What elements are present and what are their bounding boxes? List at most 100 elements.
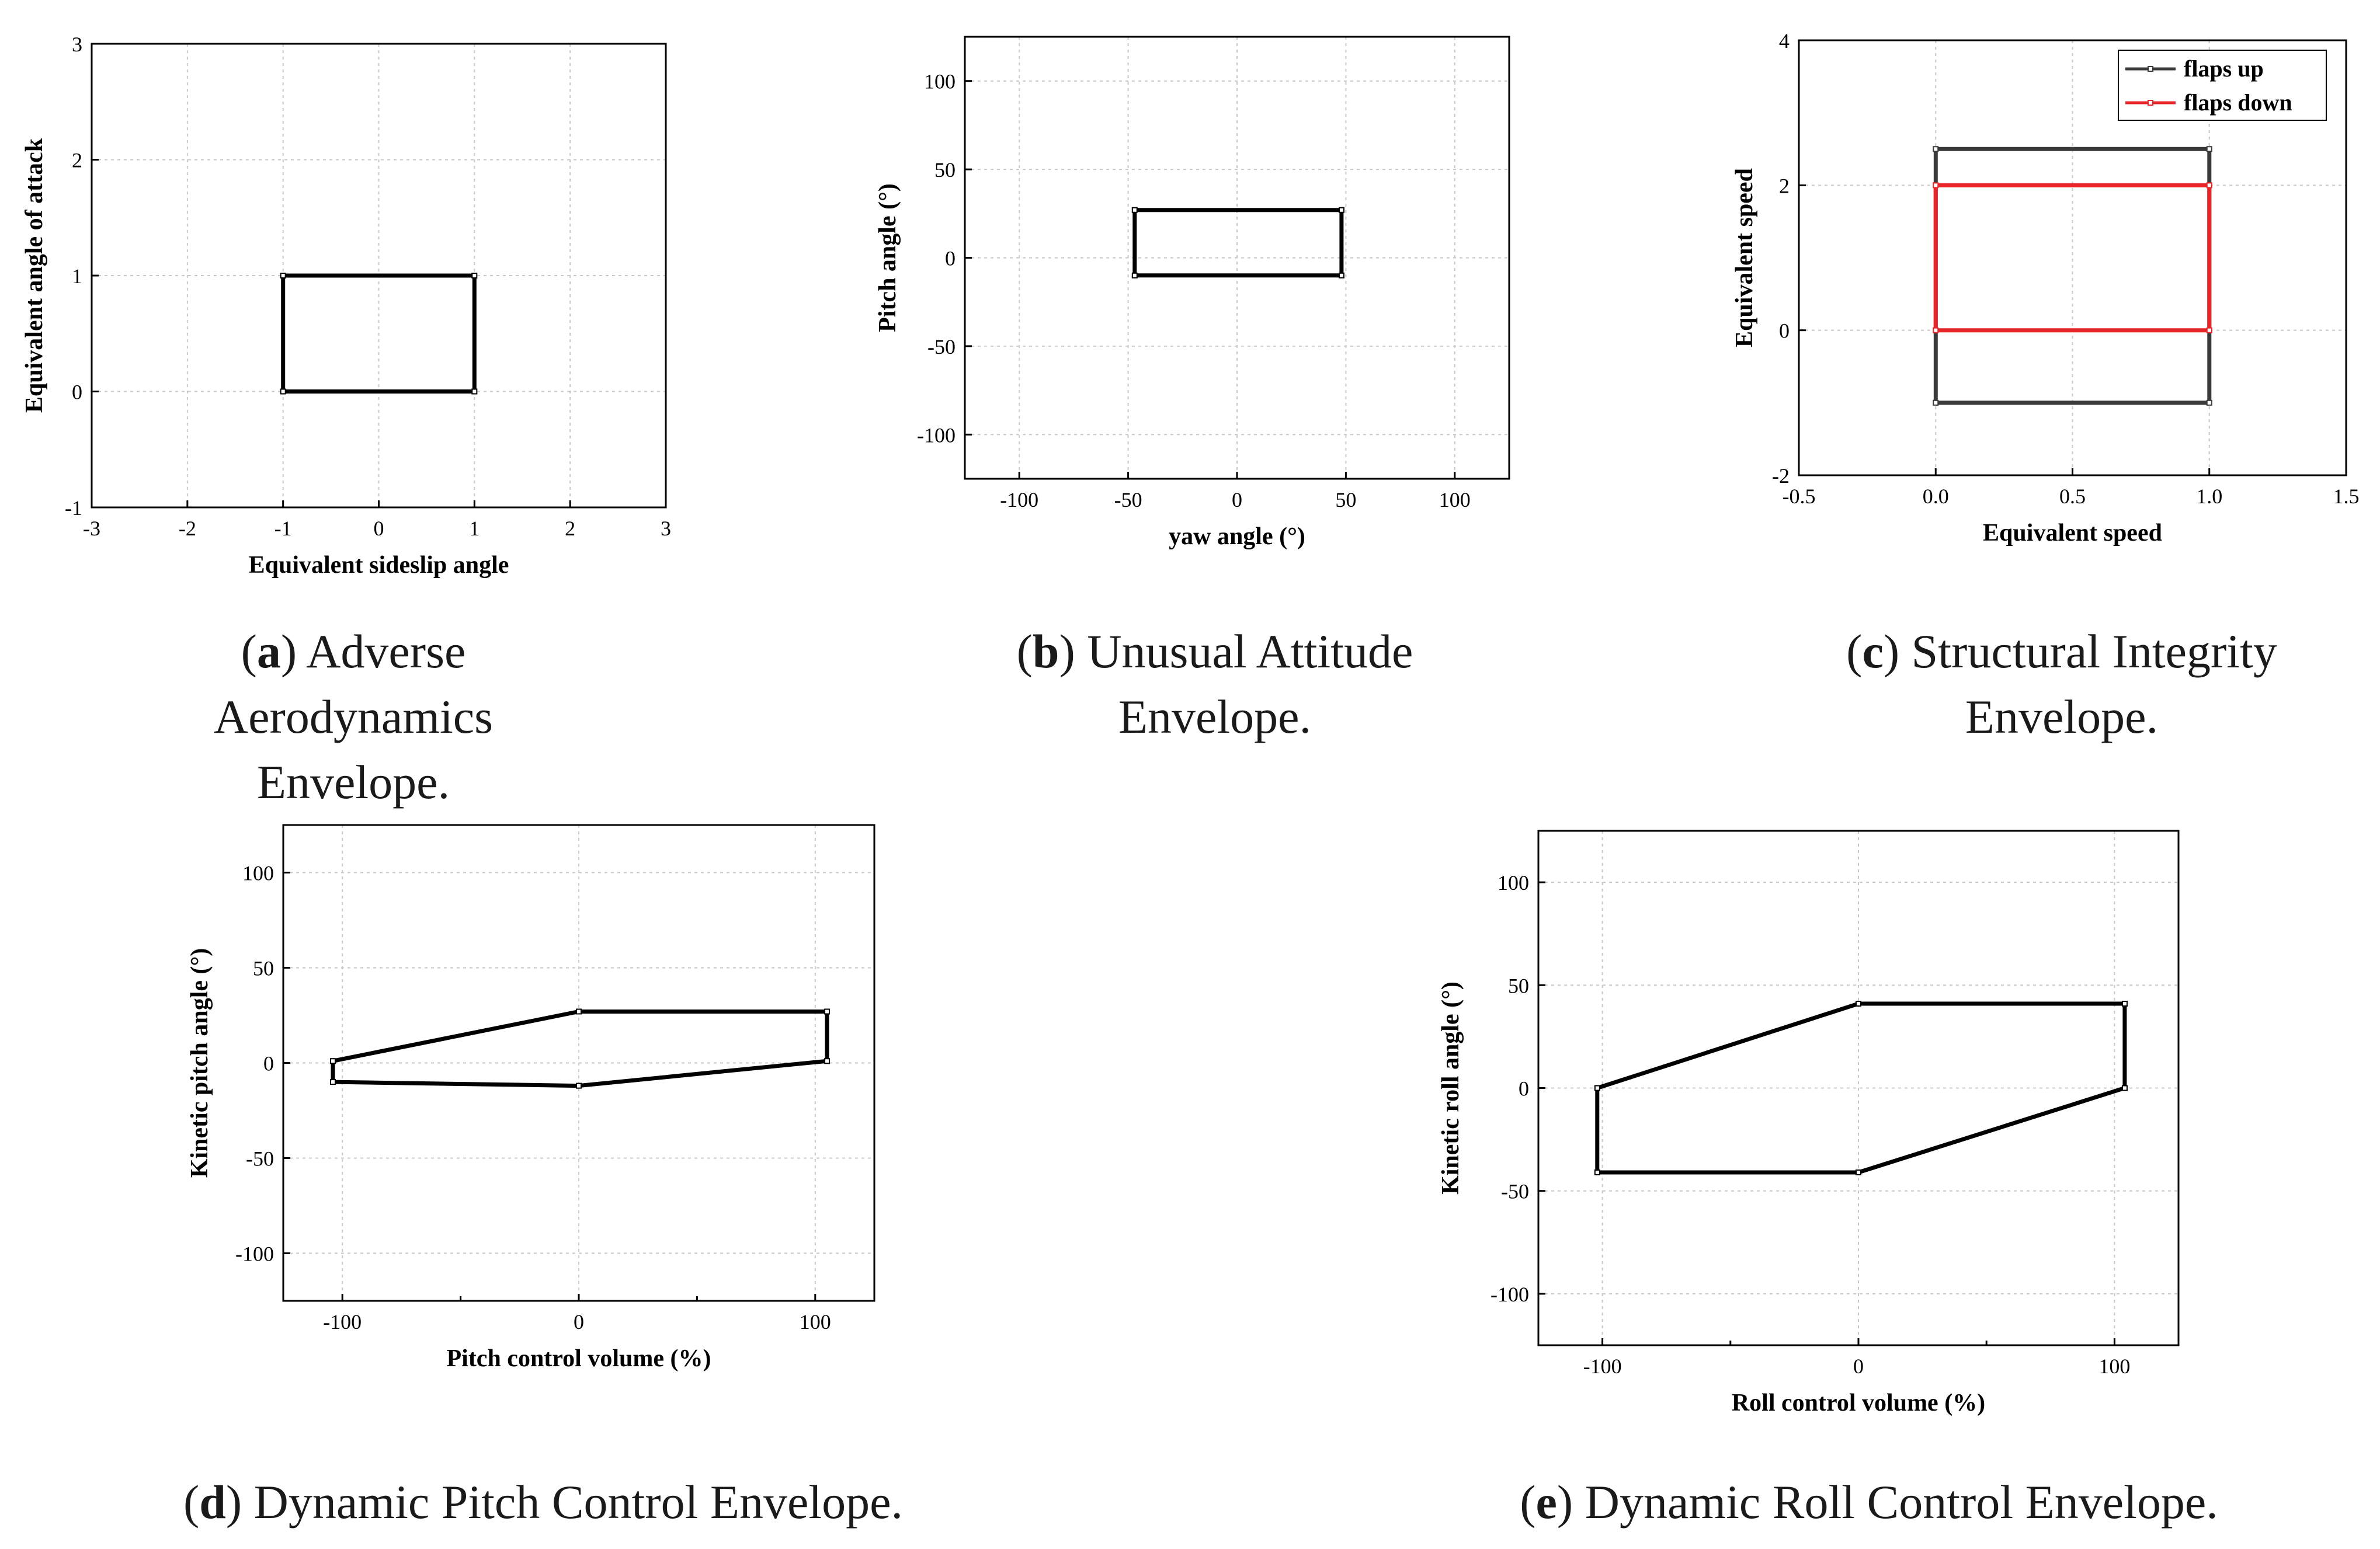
chart-e-ylabel: Kinetic roll angle (°): [1437, 981, 1464, 1195]
chart-c-xtick-label-3: 1.0: [2196, 485, 2222, 508]
chart-c-series-1-line: [1933, 183, 2212, 333]
chart-d-ytick-label-3: 50: [253, 957, 274, 980]
caption-c-letter: c: [1862, 625, 1884, 678]
chart-d-xtick-label-1: 0: [574, 1310, 584, 1334]
chart-a-series-0-point-0: [280, 388, 286, 395]
chart-a-ytick-label-0: -1: [65, 496, 82, 520]
chart-e-series-0-point-4: [1856, 1169, 1861, 1175]
chart-b-series-0-point-2: [1338, 207, 1344, 213]
chart-a-xlabel: Equivalent sideslip angle: [249, 552, 509, 579]
chart-b-ytick-label-2: 0: [945, 247, 956, 270]
chart-c-xtick-label-2: 0.5: [2059, 485, 2086, 508]
caption-a-letter: a: [256, 625, 281, 678]
chart-e-xlabel: Roll control volume (%): [1732, 1390, 1985, 1416]
chart-a-series-0-point-2: [471, 273, 478, 279]
chart-e-ytick-label-4: 100: [1498, 871, 1529, 894]
caption-d-letter: d: [199, 1475, 226, 1529]
chart-a-xtick-label-4: 1: [469, 517, 480, 540]
chart-a-xtick-label-3: 0: [374, 517, 384, 540]
chart-e-xtick-label-0: -100: [1583, 1355, 1622, 1378]
caption-e: (e) Dynamic Roll Control Envelope.: [1520, 1475, 2218, 1529]
chart-d-ytick-label-2: 0: [263, 1052, 274, 1075]
chart-d-series-0-point-3: [824, 1058, 831, 1064]
chart-d-xlabel: Pitch control volume (%): [447, 1345, 711, 1372]
chart-c-xtick-label-0: -0.5: [1783, 485, 1816, 508]
chart-a-xtick-label-5: 2: [565, 517, 575, 540]
chart-a-xtick-label-6: 3: [661, 517, 671, 540]
chart-e-ytick-label-0: -100: [1490, 1283, 1529, 1306]
caption-e-letter: e: [1535, 1475, 1557, 1529]
chart-d-ytick-label-1: -50: [246, 1147, 274, 1171]
chart-c-series-1-point-2: [2206, 182, 2212, 189]
chart-d-ylabel: Kinetic pitch angle (°): [186, 948, 213, 1178]
chart-b-xtick-label-2: 0: [1232, 488, 1242, 511]
chart-c-ytick-label-3: 4: [1779, 29, 1790, 53]
chart-c-series-1-point-3: [1933, 182, 1939, 189]
chart-d-series-0-point-5: [330, 1079, 336, 1085]
chart-a-ytick-label-1: 0: [72, 381, 82, 404]
chart-c-legend-label-0: flaps up: [2184, 55, 2264, 82]
chart-d-ytick-label-0: -100: [235, 1242, 274, 1266]
chart-d-xtick-label-0: -100: [323, 1310, 362, 1334]
chart-a-ytick-label-3: 2: [72, 149, 82, 172]
chart-d-ytick-label-4: 100: [242, 862, 274, 885]
chart-c-series-0-point-0: [1933, 399, 1939, 406]
chart-e-series-0-point-3: [2121, 1085, 2128, 1091]
caption-b-line-1: ) Unusual Attitude: [1059, 625, 1413, 678]
caption-b-letter: b: [1032, 625, 1059, 678]
chart-b-xlabel: yaw angle (°): [1169, 523, 1305, 550]
chart-c-series-0-point-1: [2206, 399, 2212, 406]
caption-a-line-1: ) Adverse Aerodynamics: [213, 625, 494, 743]
chart-c-series-0-point-3: [1933, 146, 1939, 152]
chart-c-ylabel: Equivalent speed: [1731, 168, 1758, 347]
chart-e-series-0-point-1: [1856, 1001, 1861, 1007]
caption-e-line-1: ) Dynamic Roll Control Envelope.: [1556, 1475, 2218, 1529]
chart-e-ytick-label-1: -50: [1501, 1180, 1529, 1203]
chart-d-series-0-point-2: [824, 1008, 831, 1015]
chart-b-series-0-point-0: [1131, 272, 1138, 279]
chart-b-series-0-line: [1132, 208, 1344, 278]
chart-c-xlabel: Equivalent speed: [1983, 520, 2162, 546]
chart-a-xtick-label-2: -1: [275, 517, 292, 540]
chart-e-series-0-point-0: [1594, 1085, 1600, 1091]
chart-b-xtick-label-4: 100: [1439, 488, 1471, 511]
chart-a-ylabel: Equivalent angle of attack: [21, 138, 48, 413]
chart-a-xtick-label-0: -3: [83, 517, 100, 540]
chart-c-legend-label-1: flaps down: [2184, 89, 2292, 116]
chart-b-series-0-point-1: [1338, 272, 1344, 279]
chart-b-xtick-label-3: 50: [1335, 488, 1356, 511]
chart-e-ytick-label-3: 50: [1508, 974, 1529, 997]
caption-b-line-2: Envelope.: [1118, 690, 1312, 743]
caption-c-line-1: ) Structural Integrity: [1883, 625, 2277, 678]
chart-e-xtick-label-1: 0: [1853, 1355, 1864, 1378]
chart-a-series-0-point-1: [471, 388, 478, 395]
chart-b-series-0-point-3: [1131, 207, 1138, 213]
caption-d: (d) Dynamic Pitch Control Envelope.: [183, 1475, 904, 1529]
chart-b-xtick-label-1: -50: [1114, 488, 1142, 511]
caption-b: (b) Unusual Attitude Envelope.: [958, 619, 1472, 750]
caption-a-line-2: Envelope.: [256, 756, 450, 809]
chart-e-xtick-label-2: 100: [2098, 1355, 2130, 1378]
chart-c-series-0-point-2: [2206, 146, 2212, 152]
chart-b-ytick-label-1: -50: [927, 335, 956, 358]
chart-c-series-1-point-1: [2206, 327, 2212, 333]
chart-b-xtick-label-0: -100: [1000, 488, 1038, 511]
chart-c-legend-box: [2118, 50, 2327, 121]
chart-d-xtick-label-2: 100: [800, 1310, 831, 1334]
chart-b-ylabel: Pitch angle (°): [874, 183, 901, 332]
chart-b-ytick-label-4: 100: [924, 70, 956, 93]
chart-b-ytick-label-0: -100: [917, 423, 956, 447]
chart-a-ytick-label-2: 1: [72, 264, 82, 288]
chart-c-xtick-label-4: 1.5: [2333, 485, 2360, 508]
chart-c-legend-marker-1: [2148, 100, 2153, 106]
caption-a: (a) Adverse Aerodynamics Envelope.: [164, 619, 543, 815]
chart-d-series-0-point-1: [576, 1008, 582, 1015]
caption-c-line-2: Envelope.: [1965, 690, 2159, 743]
chart-c-ytick-label-2: 2: [1779, 174, 1790, 197]
chart-d-series-0-point-0: [330, 1058, 336, 1064]
chart-b-ytick-label-3: 50: [934, 158, 956, 182]
chart-c-ytick-label-0: -2: [1772, 464, 1790, 488]
chart-e-series-0-point-2: [2121, 1001, 2128, 1007]
caption-d-line-1: ) Dynamic Pitch Control Envelope.: [225, 1475, 904, 1529]
